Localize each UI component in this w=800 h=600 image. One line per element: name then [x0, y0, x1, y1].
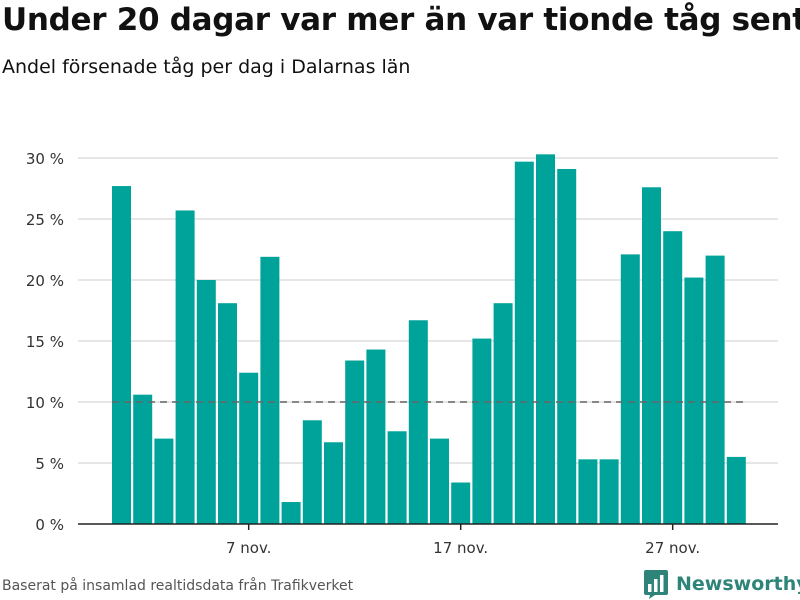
bar	[133, 394, 153, 524]
bar-chart-logo-icon	[644, 570, 668, 599]
chart-subtitle: Andel försenade tåg per dag i Dalarnas l…	[2, 56, 411, 78]
bar	[196, 280, 216, 524]
bar	[663, 231, 683, 524]
bar	[726, 456, 746, 524]
bar	[493, 303, 513, 524]
x-tick-label: 7 nov.	[226, 539, 271, 557]
bar	[536, 154, 555, 524]
bar	[302, 420, 322, 524]
bar	[281, 502, 301, 524]
bar	[472, 338, 492, 524]
bar	[599, 459, 619, 524]
x-tick-label: 17 nov.	[433, 539, 488, 557]
y-tick-label: 25 %	[26, 211, 64, 229]
bar	[175, 210, 195, 524]
bar	[324, 442, 343, 524]
bar	[218, 303, 237, 524]
source-note: Baserat på insamlad realtidsdata från Tr…	[2, 578, 354, 594]
bar	[578, 459, 598, 524]
bar	[260, 256, 280, 524]
bar	[557, 168, 577, 525]
bar	[514, 161, 534, 524]
bar	[684, 277, 704, 524]
bar	[112, 186, 131, 524]
bar	[345, 360, 365, 524]
bar-chart: 0 % 5 % 10 % 15 % 20 % 25 % 30 % 7 nov. 17 nov. 2…	[26, 150, 778, 557]
y-tick-label: 15 %	[26, 333, 64, 351]
bar	[408, 320, 428, 524]
bar	[642, 187, 661, 524]
y-tick-label: 30 %	[26, 150, 64, 168]
bar	[430, 438, 449, 524]
bar	[387, 431, 407, 524]
x-tick-label: 27 nov.	[645, 539, 700, 557]
y-tick-label: 20 %	[26, 272, 64, 290]
brand-name: Newsworthy	[676, 573, 800, 595]
newsworthy-logo: Newsworthy	[643, 568, 800, 600]
y-tick-label: 10 %	[26, 394, 64, 412]
bar	[154, 438, 174, 524]
bar	[451, 482, 471, 524]
bar	[366, 349, 386, 524]
y-tick-label: 5 %	[35, 455, 64, 473]
bar	[620, 254, 640, 524]
bar	[705, 255, 725, 524]
bar	[239, 372, 259, 524]
chart-title: Under 20 dagar var mer än var tionde tåg…	[2, 2, 800, 38]
y-tick-label: 0 %	[35, 516, 64, 534]
